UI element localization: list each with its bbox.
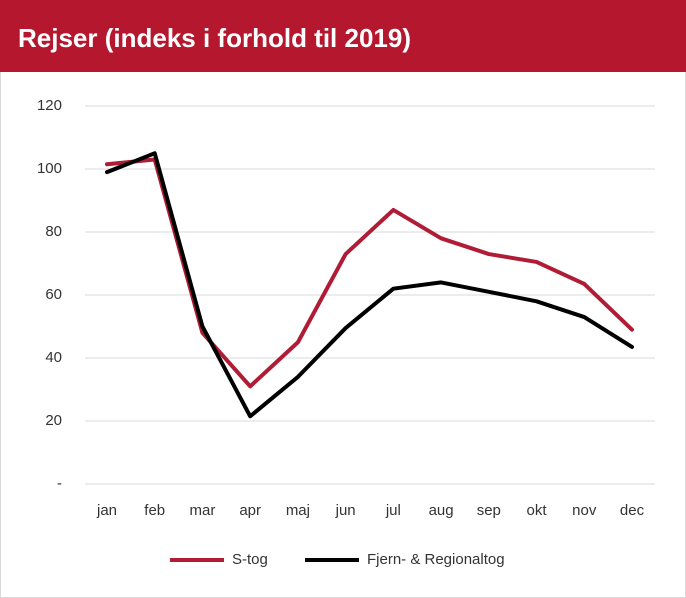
x-tick-label: dec [620,502,645,519]
y-tick-label: 20 [45,412,62,429]
x-tick-label: jun [335,502,356,519]
x-tick-label: jan [96,502,117,519]
header-bar [0,0,686,72]
x-tick-label: apr [239,502,261,519]
y-tick-label: 40 [45,349,62,366]
y-tick-label: 80 [45,223,62,240]
y-tick-label: 120 [37,97,62,114]
x-tick-label: feb [144,502,165,519]
chart-title: Rejser (indeks i forhold til 2019) [18,23,411,53]
y-tick-label: 100 [37,160,62,177]
series-line [105,151,634,419]
legend-label: Fjern- & Regionaltog [367,551,505,568]
x-tick-label: nov [572,502,597,519]
x-tick-label: sep [477,502,501,519]
x-tick-label: jul [385,502,401,519]
x-tick-label: maj [286,502,310,519]
x-tick-label: okt [527,502,548,519]
x-tick-label: mar [190,502,216,519]
x-tick-label: aug [429,502,454,519]
y-tick-label: - [57,475,62,492]
y-tick-label: 60 [45,286,62,303]
legend-label: S-tog [232,551,268,568]
